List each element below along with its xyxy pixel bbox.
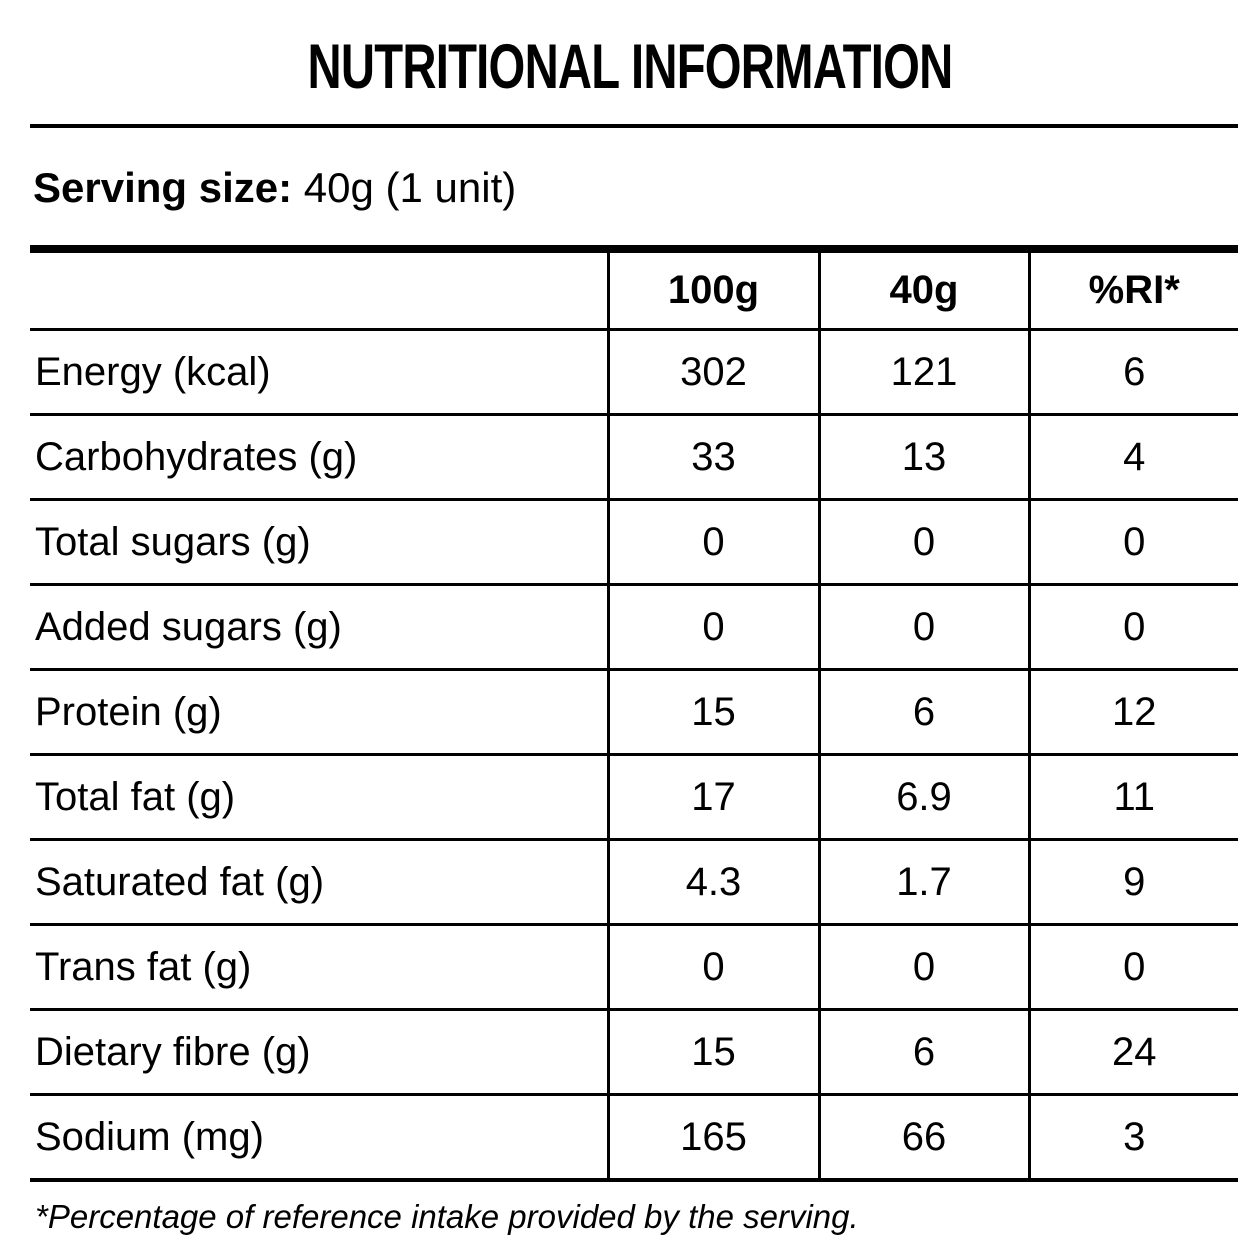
value-per-100g: 15 — [606, 1009, 819, 1097]
reference-intake-footnote: *Percentage of reference intake provided… — [35, 1198, 859, 1236]
value-per-serving: 1.7 — [817, 839, 1029, 927]
row-label: Protein (g) — [30, 669, 608, 757]
value-percent-ri: 12 — [1027, 669, 1238, 757]
header-nutrient — [30, 249, 608, 332]
value-per-serving: 66 — [817, 1094, 1029, 1181]
row-label: Total fat (g) — [30, 754, 608, 842]
row-label: Carbohydrates (g) — [30, 414, 608, 502]
row-label: Added sugars (g) — [30, 584, 608, 672]
table-row: Energy (kcal) 302 121 6 — [30, 329, 1238, 417]
value-per-serving: 0 — [817, 499, 1029, 587]
value-percent-ri: 0 — [1027, 924, 1238, 1012]
table-row: Total fat (g) 17 6.9 11 — [30, 754, 1238, 842]
value-percent-ri: 11 — [1027, 754, 1238, 842]
value-per-100g: 15 — [606, 669, 819, 757]
nutrition-table: 100g 40g %RI* Energy (kcal) 302 121 6 Ca… — [30, 245, 1238, 1183]
table-row: Sodium (mg) 165 66 3 — [30, 1094, 1238, 1181]
value-percent-ri: 4 — [1027, 414, 1238, 502]
value-percent-ri: 6 — [1027, 329, 1238, 417]
page-title: NUTRITIONAL INFORMATION — [307, 32, 953, 102]
table-row: Saturated fat (g) 4.3 1.7 9 — [30, 839, 1238, 927]
table-row: Dietary fibre (g) 15 6 24 — [30, 1009, 1238, 1097]
value-percent-ri: 9 — [1027, 839, 1238, 927]
value-per-100g: 0 — [606, 499, 819, 587]
row-label: Energy (kcal) — [30, 329, 608, 417]
row-label: Saturated fat (g) — [30, 839, 608, 927]
serving-size-label: Serving size: — [33, 164, 293, 211]
value-per-serving: 13 — [817, 414, 1029, 502]
table-row: Added sugars (g) 0 0 0 — [30, 584, 1238, 672]
table-row: Total sugars (g) 0 0 0 — [30, 499, 1238, 587]
row-label: Sodium (mg) — [35, 1114, 264, 1159]
value-per-serving: 0 — [817, 584, 1029, 672]
value-percent-ri: 3 — [1027, 1094, 1238, 1181]
value-per-serving: 0 — [817, 924, 1029, 1012]
header-per-100g: 100g — [606, 249, 819, 332]
value-per-100g: 0 — [606, 924, 819, 1012]
row-label: Trans fat (g) — [30, 924, 608, 1012]
value-per-100g: 33 — [606, 414, 819, 502]
row-label: Total sugars (g) — [30, 499, 608, 587]
serving-size-line: Serving size: 40g (1 unit) — [33, 164, 1260, 212]
value-per-100g: 165 — [606, 1094, 819, 1181]
value-percent-ri: 0 — [1027, 499, 1238, 587]
table-row: Carbohydrates (g) 33 13 4 — [30, 414, 1238, 502]
table-row: Protein (g) 15 6 12 — [30, 669, 1238, 757]
value-per-serving: 6.9 — [817, 754, 1029, 842]
title-divider — [30, 124, 1238, 128]
table-header-row: 100g 40g %RI* — [30, 249, 1238, 332]
value-per-100g: 4.3 — [606, 839, 819, 927]
table-row: Trans fat (g) 0 0 0 — [30, 924, 1238, 1012]
serving-size-value: 40g (1 unit) — [303, 164, 517, 211]
value-percent-ri: 24 — [1027, 1009, 1238, 1097]
header-percent-ri: %RI* — [1027, 249, 1238, 332]
value-percent-ri: 0 — [1027, 584, 1238, 672]
value-per-100g: 17 — [606, 754, 819, 842]
value-per-serving: 121 — [817, 329, 1029, 417]
value-per-100g: 302 — [606, 329, 819, 417]
row-label: Dietary fibre (g) — [30, 1009, 608, 1097]
header-per-serving: 40g — [817, 249, 1029, 332]
value-per-serving: 6 — [817, 669, 1029, 757]
value-per-serving: 6 — [817, 1009, 1029, 1097]
value-per-100g: 0 — [606, 584, 819, 672]
